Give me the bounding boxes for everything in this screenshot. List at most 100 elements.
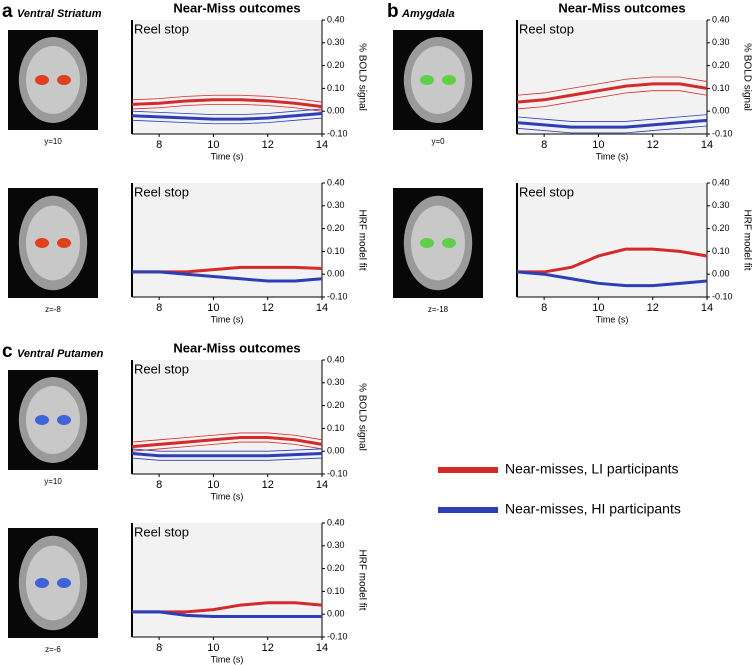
series-line (131, 436, 323, 449)
brain-inner (26, 545, 80, 621)
y-tick-label: 0.10 (327, 586, 345, 596)
ci-line (131, 457, 323, 461)
region-label: Ventral Putamen (17, 348, 104, 360)
slice-label: y=10 (44, 137, 62, 146)
y-tick-label: 0.30 (327, 200, 345, 210)
y-tick-label: 0.00 (327, 609, 345, 619)
annotation: Reel stop (134, 361, 189, 376)
y-tick-label: 0.20 (712, 60, 730, 70)
y-axis-label: HRF model fit (356, 209, 367, 270)
series-line (516, 118, 708, 129)
series-line (132, 610, 322, 618)
x-tick-label: 10 (207, 642, 219, 654)
annotation: Reel stop (519, 184, 574, 199)
roi-blob (57, 238, 71, 248)
roi-blob (420, 75, 434, 85)
slice-label: z=-8 (45, 305, 61, 314)
y-axis-label: HRF model fit (356, 549, 367, 610)
ci-line (131, 94, 323, 103)
x-tick-label: 8 (541, 139, 547, 151)
y-axis-label: % BOLD signal (741, 43, 752, 111)
ci-line (131, 432, 323, 443)
ci-line (131, 448, 323, 452)
x-axis-label: Time (s) (596, 151, 629, 161)
y-tick-label: 0.20 (327, 60, 345, 70)
y-tick-label: -0.10 (712, 128, 733, 138)
roi-blob (35, 238, 49, 248)
plot-area (132, 523, 322, 637)
x-tick-label: 14 (316, 479, 328, 491)
ci-line (516, 90, 708, 110)
y-tick-label: 0.40 (327, 354, 345, 364)
series-line (131, 98, 323, 109)
y-tick-label: -0.10 (327, 128, 348, 138)
x-tick-label: 10 (592, 302, 604, 314)
x-tick-label: 10 (592, 139, 604, 151)
y-tick-label: 0.00 (712, 269, 730, 279)
series-line (516, 270, 708, 288)
roi-blob (35, 415, 49, 425)
y-tick-label: 0.30 (712, 200, 730, 210)
y-axis-label: % BOLD signal (356, 383, 367, 451)
x-tick-label: 8 (156, 139, 162, 151)
roi-blob (35, 578, 49, 588)
chart-title: Near-Miss outcomes (558, 0, 685, 15)
legend-label: Near-misses, LI participants (505, 461, 679, 477)
y-tick-label: 0.30 (712, 37, 730, 47)
x-tick-label: 14 (701, 139, 713, 151)
ci-line (131, 108, 323, 116)
y-tick-label: -0.10 (327, 468, 348, 478)
ci-line (516, 114, 708, 122)
x-axis-label: Time (s) (596, 314, 629, 324)
roi-blob (57, 415, 71, 425)
panel-letter: b (387, 1, 399, 22)
ci-line (131, 117, 323, 125)
annotation: Reel stop (134, 21, 189, 36)
x-tick-label: 14 (701, 302, 713, 314)
y-tick-label: 0.20 (327, 400, 345, 410)
y-tick-label: 0.30 (327, 37, 345, 47)
legend-label: Near-misses, HI participants (505, 501, 681, 517)
series-line (131, 111, 323, 121)
x-tick-label: 12 (647, 302, 659, 314)
chart-title: Near-Miss outcomes (173, 340, 300, 355)
x-axis-label: Time (s) (211, 151, 244, 161)
y-tick-label: 0.30 (327, 377, 345, 387)
roi-blob (35, 75, 49, 85)
y-tick-label: 0.40 (327, 177, 345, 187)
x-tick-label: 10 (207, 479, 219, 491)
y-tick-label: 0.00 (327, 446, 345, 456)
x-tick-label: 10 (207, 139, 219, 151)
x-tick-label: 12 (262, 139, 274, 151)
x-tick-label: 14 (316, 139, 328, 151)
ci-line (516, 76, 708, 96)
y-tick-label: 0.30 (327, 540, 345, 550)
region-label: Ventral Striatum (17, 8, 102, 20)
x-tick-label: 8 (156, 479, 162, 491)
y-tick-label: -0.10 (327, 631, 348, 641)
y-tick-label: 0.10 (712, 246, 730, 256)
y-tick-label: 0.20 (327, 563, 345, 573)
x-tick-label: 10 (207, 302, 219, 314)
chart-title: Near-Miss outcomes (173, 0, 300, 15)
y-tick-label: 0.10 (712, 83, 730, 93)
brain-inner (411, 46, 465, 114)
y-tick-label: -0.10 (327, 291, 348, 301)
annotation: Reel stop (134, 524, 189, 539)
series-line (131, 451, 323, 458)
slice-label: y=0 (431, 137, 445, 146)
x-tick-label: 12 (262, 642, 274, 654)
annotation: Reel stop (134, 184, 189, 199)
brain-inner (411, 205, 465, 281)
x-axis-label: Time (s) (211, 491, 244, 501)
slice-label: z=-18 (428, 305, 449, 314)
y-tick-label: 0.00 (327, 269, 345, 279)
series-line (132, 270, 323, 283)
x-axis-label: Time (s) (211, 654, 244, 664)
x-tick-label: 8 (541, 302, 547, 314)
ci-line (131, 441, 323, 452)
y-tick-label: 0.10 (327, 246, 345, 256)
x-tick-label: 8 (156, 642, 162, 654)
slice-label: y=10 (44, 477, 62, 486)
